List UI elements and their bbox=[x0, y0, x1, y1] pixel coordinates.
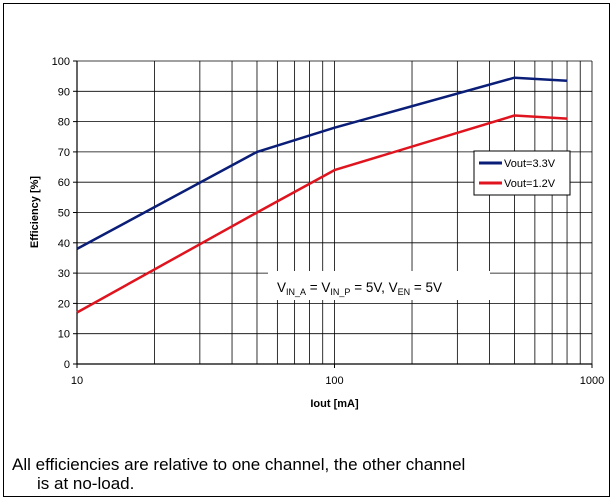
y-axis-title: Efficiency [%] bbox=[29, 176, 41, 248]
annotation-box bbox=[268, 271, 490, 300]
legend-box bbox=[473, 150, 571, 196]
footnote-line-1: All efficiencies are relative to one cha… bbox=[12, 455, 466, 474]
x-tick-label: 1000 bbox=[580, 375, 604, 387]
chart-frame bbox=[3, 3, 610, 497]
y-tick-label: 40 bbox=[58, 238, 70, 250]
y-tick-label: 70 bbox=[58, 147, 70, 159]
footnote-line-2: is at no-load. bbox=[37, 474, 135, 493]
y-tick-label: 50 bbox=[58, 208, 70, 220]
legend: Vout=3.3V Vout=1.2V bbox=[473, 150, 571, 196]
y-tick-label: 90 bbox=[58, 86, 70, 98]
y-tick-label: 60 bbox=[58, 177, 70, 189]
footnote: All efficiencies are relative to one cha… bbox=[12, 455, 572, 493]
x-tick-label: 100 bbox=[325, 375, 343, 387]
conditions-annotation: VIN_A = VIN_P = 5V, VEN = 5V bbox=[268, 271, 490, 300]
axes bbox=[73, 60, 593, 368]
y-tick-label: 80 bbox=[58, 117, 70, 129]
y-tick-label: 100 bbox=[52, 56, 70, 68]
series-line-vout-3-3v bbox=[76, 76, 568, 251]
x-axis-title: Iout [mA] bbox=[310, 398, 359, 410]
x-tick-label: 10 bbox=[71, 375, 83, 387]
y-tick-label: 20 bbox=[58, 298, 70, 310]
series-line-vout-1-2v bbox=[76, 114, 568, 314]
grid-lines bbox=[76, 60, 593, 365]
series-lines bbox=[76, 76, 568, 314]
legend-label-vout-3v3: Vout=3.3V bbox=[504, 158, 556, 170]
legend-label-vout-1v2: Vout=1.2V bbox=[504, 178, 556, 190]
annotation-text: VIN_A = VIN_P = 5V, VEN = 5V bbox=[277, 280, 442, 297]
y-tick-label: 10 bbox=[58, 329, 70, 341]
y-tick-label: 0 bbox=[64, 359, 70, 371]
y-tick-label: 30 bbox=[58, 268, 70, 280]
